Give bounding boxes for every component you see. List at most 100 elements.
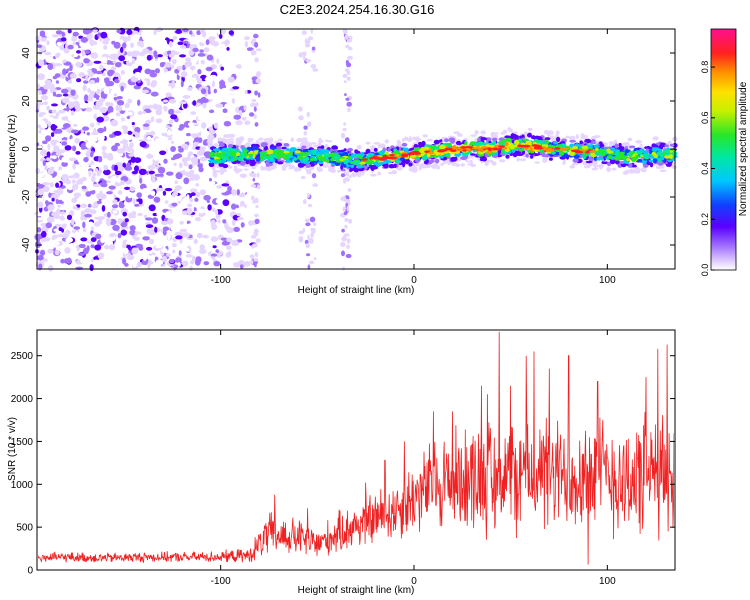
- noise-cell: [143, 231, 148, 237]
- noise-cell: [305, 222, 311, 227]
- signal-cell: [411, 166, 418, 171]
- noise-cell: [121, 222, 125, 227]
- noise-cell: [219, 28, 226, 35]
- noise-cell: [55, 120, 63, 125]
- colorbar-tick-label: 0.6: [700, 112, 710, 125]
- noise-cell: [99, 193, 107, 200]
- signal-cell: [334, 162, 341, 166]
- noise-cell: [344, 224, 348, 229]
- noise-cell: [193, 207, 197, 212]
- signal-cell: [591, 167, 599, 171]
- noise-cell: [174, 185, 183, 191]
- noise-cell: [189, 188, 198, 193]
- noise-cell: [162, 99, 169, 103]
- noise-cell: [72, 163, 76, 170]
- noise-cell: [62, 68, 67, 76]
- noise-cell: [167, 137, 173, 141]
- noise-cell: [58, 166, 63, 171]
- noise-cell: [111, 66, 117, 71]
- noise-cell: [71, 54, 75, 58]
- noise-cell: [143, 134, 148, 141]
- noise-cell: [119, 91, 124, 96]
- signal-cell: [569, 151, 575, 157]
- signal-cell: [640, 167, 647, 173]
- noise-cell: [195, 129, 201, 133]
- noise-cell: [197, 163, 203, 169]
- noise-cell: [189, 265, 193, 271]
- signal-cell: [469, 141, 477, 146]
- noise-cell: [99, 64, 104, 71]
- noise-cell: [123, 247, 129, 255]
- signal-cell: [247, 137, 253, 143]
- noise-cell: [226, 47, 230, 51]
- signal-cell: [543, 140, 547, 144]
- signal-cell: [239, 160, 246, 166]
- signal-cell: [267, 149, 274, 155]
- noise-cell: [154, 173, 162, 177]
- noise-cell: [342, 196, 347, 202]
- signal-cell: [569, 165, 575, 169]
- noise-cell: [222, 108, 228, 113]
- noise-cell: [124, 186, 131, 190]
- noise-cell: [114, 72, 119, 76]
- noise-cell: [198, 166, 204, 173]
- signal-cell: [418, 163, 423, 169]
- signal-cell: [464, 140, 468, 146]
- signal-cell: [255, 156, 261, 162]
- noise-cell: [238, 193, 246, 198]
- noise-cell: [44, 79, 52, 85]
- noise-cell: [131, 247, 139, 255]
- noise-cell: [76, 50, 81, 54]
- noise-cell: [161, 248, 168, 253]
- noise-cell: [182, 240, 187, 247]
- signal-cell: [367, 159, 374, 165]
- noise-cell: [174, 68, 180, 74]
- noise-cell: [154, 123, 161, 127]
- noise-cell: [129, 229, 136, 236]
- signal-cell: [514, 139, 520, 145]
- noise-cell: [301, 30, 307, 35]
- noise-cell: [111, 262, 117, 270]
- noise-cell: [235, 64, 243, 69]
- signal-cell: [509, 145, 515, 150]
- noise-cell: [97, 134, 105, 141]
- noise-cell: [154, 226, 158, 234]
- noise-cell: [115, 112, 121, 117]
- noise-cell: [307, 192, 310, 198]
- noise-cell: [241, 187, 247, 194]
- signal-cell: [550, 151, 556, 155]
- noise-cell: [98, 98, 106, 103]
- signal-cell: [256, 139, 260, 143]
- noise-cell: [72, 31, 79, 37]
- noise-cell: [118, 74, 122, 81]
- noise-cell: [222, 263, 226, 269]
- signal-cell: [506, 137, 512, 142]
- noise-cell: [137, 65, 143, 72]
- signal-cell: [619, 153, 624, 157]
- noise-cell: [213, 88, 217, 94]
- noise-cell: [79, 102, 88, 109]
- noise-cell: [107, 211, 111, 218]
- noise-cell: [48, 121, 52, 128]
- noise-cell: [239, 264, 244, 269]
- noise-cell: [103, 45, 108, 50]
- signal-cell: [422, 134, 428, 138]
- noise-cell: [112, 224, 120, 231]
- noise-cell: [150, 116, 155, 123]
- snr-series-line: [38, 331, 674, 565]
- signal-cell: [631, 164, 637, 168]
- signal-cell: [628, 168, 635, 174]
- signal-cell: [561, 138, 566, 142]
- noise-cell: [94, 244, 102, 251]
- signal-cell: [470, 134, 477, 137]
- signal-cell: [305, 168, 312, 172]
- noise-cell: [116, 105, 122, 112]
- noise-cell: [51, 211, 58, 217]
- noise-cell: [201, 180, 205, 187]
- noise-cell: [236, 213, 242, 217]
- noise-cell: [52, 49, 59, 54]
- colorbar-label: Normalized spectral amplitude: [738, 81, 749, 216]
- x-tick-label: 0: [411, 275, 417, 286]
- noise-cell: [36, 217, 43, 221]
- noise-cell: [155, 202, 162, 210]
